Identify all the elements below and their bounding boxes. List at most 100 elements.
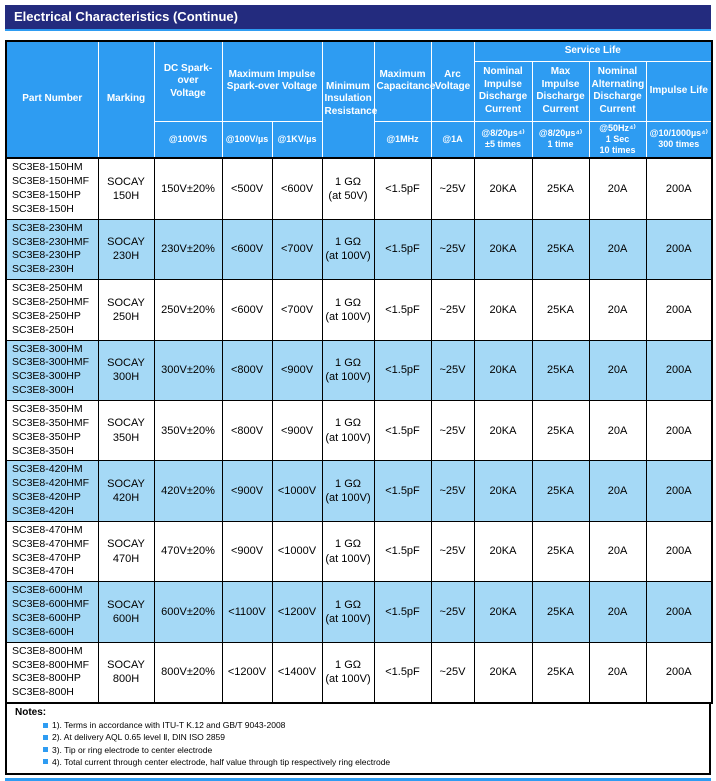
table-row: SC3E8-470HM SC3E8-470HMF SC3E8-470HP SC3…	[5, 520, 713, 583]
arc-voltage-cell: ~25V	[430, 279, 475, 341]
impulse-sparkover-100vus-cell: <900V	[221, 460, 273, 522]
impulse-sparkover-1kvus-cell: <1400V	[271, 641, 323, 704]
marking-cell: SOCAY 800H	[97, 641, 155, 704]
arc-voltage-cell: ~25V	[430, 520, 475, 583]
nominal-alternating-discharge-cell: 20A	[588, 399, 647, 462]
insulation-resistance-cell: 1 GΩ (at 50V)	[321, 157, 375, 220]
table-row: SC3E8-250HM SC3E8-250HMF SC3E8-250HP SC3…	[5, 279, 713, 341]
impulse-sparkover-1kvus-cell: <900V	[271, 399, 323, 462]
note-text: 3). Tip or ring electrode to center elec…	[52, 744, 213, 755]
subheader-capacitance-1mhz: @1MHz	[373, 120, 432, 159]
impulse-sparkover-100vus-cell: <1200V	[221, 641, 273, 704]
part-number-cell: SC3E8-150HM SC3E8-150HMF SC3E8-150HP SC3…	[5, 157, 99, 220]
table-row: SC3E8-230HM SC3E8-230HMF SC3E8-230HP SC3…	[5, 218, 713, 281]
nominal-impulse-discharge-cell: 20KA	[473, 279, 533, 341]
col-header-max-capacitance: Maximum Capacitance	[373, 40, 435, 122]
marking-cell: SOCAY 600H	[97, 581, 155, 643]
insulation-resistance-cell: 1 GΩ (at 100V)	[321, 581, 375, 643]
nominal-alternating-discharge-cell: 20A	[588, 520, 647, 583]
col-header-nominal-impulse-discharge: Nominal Impulse Discharge Current	[473, 60, 533, 122]
impulse-sparkover-1kvus-cell: <900V	[271, 339, 323, 402]
header-row-groups: Part Number Marking DC Spark-over Voltag…	[5, 40, 713, 159]
col-header-min-insulation-resistance: Minimum Insulation Resistance	[321, 40, 377, 159]
impulse-sparkover-100vus-cell: <600V	[221, 279, 273, 341]
nominal-impulse-discharge-cell: 20KA	[473, 339, 533, 402]
title-bar: Electrical Characteristics (Continue)	[5, 5, 711, 31]
part-number-cell: SC3E8-350HM SC3E8-350HMF SC3E8-350HP SC3…	[5, 399, 99, 462]
arc-voltage-cell: ~25V	[430, 460, 475, 522]
col-header-max-impulse-sparkover: Maximum Impulse Spark-over Voltage	[221, 40, 323, 122]
impulse-sparkover-1kvus-cell: <1000V	[271, 460, 323, 522]
impulse-sparkover-100vus-cell: <900V	[221, 520, 273, 583]
dc-sparkover-voltage-cell: 230V±20%	[153, 218, 223, 281]
insulation-resistance-cell: 1 GΩ (at 100V)	[321, 279, 375, 341]
col-header-marking: Marking	[97, 40, 155, 159]
nominal-alternating-discharge-cell: 20A	[588, 157, 647, 220]
capacitance-cell: <1.5pF	[373, 520, 432, 583]
impulse-sparkover-1kvus-cell: <1200V	[271, 581, 323, 643]
max-impulse-discharge-cell: 25KA	[531, 581, 590, 643]
bottom-accent-line	[5, 777, 711, 781]
max-impulse-discharge-cell: 25KA	[531, 520, 590, 583]
impulse-sparkover-1kvus-cell: <600V	[271, 157, 323, 220]
part-number-cell: SC3E8-470HM SC3E8-470HMF SC3E8-470HP SC3…	[5, 520, 99, 583]
col-header-part-number: Part Number	[5, 40, 99, 159]
nominal-impulse-discharge-cell: 20KA	[473, 520, 533, 583]
notes-list: 1). Terms in accordance with ITU-T K.12 …	[15, 720, 701, 767]
max-impulse-discharge-cell: 25KA	[531, 218, 590, 281]
max-impulse-discharge-cell: 25KA	[531, 641, 590, 704]
arc-voltage-cell: ~25V	[430, 641, 475, 704]
capacitance-cell: <1.5pF	[373, 279, 432, 341]
max-impulse-discharge-cell: 25KA	[531, 399, 590, 462]
nominal-alternating-discharge-cell: 20A	[588, 460, 647, 522]
subheader-impulse-1kvus: @1KV/µs	[271, 120, 323, 159]
part-number-cell: SC3E8-230HM SC3E8-230HMF SC3E8-230HP SC3…	[5, 218, 99, 281]
insulation-resistance-cell: 1 GΩ (at 100V)	[321, 218, 375, 281]
max-impulse-discharge-cell: 25KA	[531, 279, 590, 341]
dc-sparkover-voltage-cell: 250V±20%	[153, 279, 223, 341]
table-row: SC3E8-350HM SC3E8-350HMF SC3E8-350HP SC3…	[5, 399, 713, 462]
col-header-max-impulse-discharge: Max Impulse Discharge Current	[531, 60, 590, 122]
dc-sparkover-voltage-cell: 150V±20%	[153, 157, 223, 220]
capacitance-cell: <1.5pF	[373, 581, 432, 643]
impulse-life-cell: 200A	[645, 279, 713, 341]
impulse-sparkover-1kvus-cell: <1000V	[271, 520, 323, 583]
marking-cell: SOCAY 300H	[97, 339, 155, 402]
note-text: 2). At delivery AQL 0.65 level Ⅱ, DIN IS…	[52, 732, 226, 743]
table-row: SC3E8-420HM SC3E8-420HMF SC3E8-420HP SC3…	[5, 460, 713, 522]
nominal-impulse-discharge-cell: 20KA	[473, 399, 533, 462]
subheader-max-impulse-8-20: @8/20µs⁴⁾ 1 time	[531, 120, 590, 159]
impulse-sparkover-1kvus-cell: <700V	[271, 279, 323, 341]
capacitance-cell: <1.5pF	[373, 399, 432, 462]
impulse-sparkover-100vus-cell: <1100V	[221, 581, 273, 643]
page-title: Electrical Characteristics (Continue)	[14, 9, 238, 24]
max-impulse-discharge-cell: 25KA	[531, 157, 590, 220]
dc-sparkover-voltage-cell: 470V±20%	[153, 520, 223, 583]
nominal-impulse-discharge-cell: 20KA	[473, 157, 533, 220]
note-bullet-icon	[43, 747, 48, 753]
capacitance-cell: <1.5pF	[373, 641, 432, 704]
marking-cell: SOCAY 470H	[97, 520, 155, 583]
impulse-life-cell: 200A	[645, 218, 713, 281]
dc-sparkover-voltage-cell: 350V±20%	[153, 399, 223, 462]
note-bullet-icon	[43, 734, 48, 740]
nominal-alternating-discharge-cell: 20A	[588, 641, 647, 704]
capacitance-cell: <1.5pF	[373, 218, 432, 281]
impulse-life-cell: 200A	[645, 157, 713, 220]
impulse-life-cell: 200A	[645, 460, 713, 522]
subheader-arc-1a: @1A	[430, 120, 475, 159]
part-number-cell: SC3E8-250HM SC3E8-250HMF SC3E8-250HP SC3…	[5, 279, 99, 341]
part-number-cell: SC3E8-300HM SC3E8-300HMF SC3E8-300HP SC3…	[5, 339, 99, 402]
notes-section: Notes: 1). Terms in accordance with ITU-…	[5, 702, 711, 775]
table-row: SC3E8-300HM SC3E8-300HMF SC3E8-300HP SC3…	[5, 339, 713, 402]
col-header-arc-voltage: Arc Voltage	[430, 40, 475, 122]
marking-cell: SOCAY 150H	[97, 157, 155, 220]
impulse-life-cell: 200A	[645, 581, 713, 643]
capacitance-cell: <1.5pF	[373, 157, 432, 220]
dc-sparkover-voltage-cell: 600V±20%	[153, 581, 223, 643]
impulse-life-cell: 200A	[645, 520, 713, 583]
note-item: 1). Terms in accordance with ITU-T K.12 …	[43, 720, 701, 730]
table-body: SC3E8-150HM SC3E8-150HMF SC3E8-150HP SC3…	[5, 157, 713, 704]
impulse-life-cell: 200A	[645, 339, 713, 402]
dc-sparkover-voltage-cell: 800V±20%	[153, 641, 223, 704]
